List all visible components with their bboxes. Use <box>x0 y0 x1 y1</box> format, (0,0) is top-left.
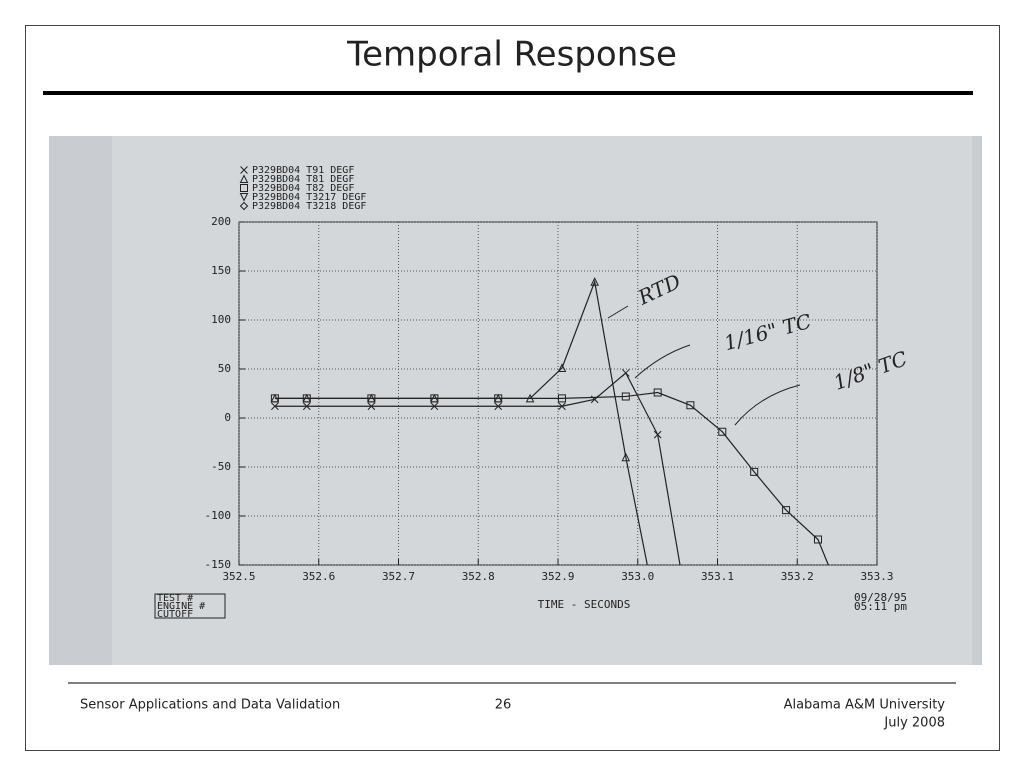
marker <box>653 388 662 397</box>
marker <box>367 394 376 403</box>
legend-label: P329BD04 T3218 DEGF <box>252 201 366 212</box>
marker <box>430 394 439 403</box>
series-line <box>274 391 829 566</box>
y-tick-label: -150 <box>205 558 232 571</box>
y-tick-label: 50 <box>218 362 231 375</box>
legend-label: P329BD04 T91 DEGF <box>252 165 354 176</box>
marker <box>686 401 695 410</box>
y-tick-label: 0 <box>224 411 231 424</box>
x-tick-label: 353.1 <box>701 570 734 583</box>
x-axis-label: TIME - SECONDS <box>538 598 631 611</box>
legend-label: P329BD04 T82 DEGF <box>252 183 354 194</box>
page-number: 26 <box>495 698 512 713</box>
marker <box>558 402 566 411</box>
footer-right: July 2008 <box>883 716 945 731</box>
title-rule <box>43 91 973 95</box>
marker <box>302 394 311 403</box>
marker <box>750 467 759 476</box>
legend-marker <box>240 166 248 174</box>
x-tick-label: 352.5 <box>222 570 255 583</box>
x-tick-label: 352.8 <box>462 570 495 583</box>
time: 05:11 pm <box>854 600 907 613</box>
paper <box>112 136 972 665</box>
y-tick-label: 150 <box>211 264 231 277</box>
footer-right: Alabama A&M University <box>784 698 946 713</box>
marker <box>271 402 279 411</box>
x-tick-label: 353.3 <box>860 570 893 583</box>
series-line <box>274 371 681 566</box>
marker <box>557 394 566 403</box>
x-tick-label: 353.2 <box>781 570 814 583</box>
marker <box>590 277 599 286</box>
y-tick-label: 200 <box>211 215 231 228</box>
x-tick-label: 352.9 <box>541 570 574 583</box>
annotation-stroke <box>634 344 691 379</box>
marker <box>782 506 791 515</box>
marker <box>430 402 439 411</box>
marker <box>367 402 376 411</box>
y-tick-label: 100 <box>211 313 231 326</box>
y-tick-label: -50 <box>211 460 231 473</box>
stamp: CUTOFF <box>157 609 193 620</box>
annotation-stroke <box>607 305 629 319</box>
marker <box>813 535 822 544</box>
x-tick-label: 352.6 <box>302 570 335 583</box>
x-tick-label: 353.0 <box>621 570 654 583</box>
x-tick-label: 352.7 <box>382 570 415 583</box>
marker <box>718 427 727 436</box>
marker <box>494 402 503 411</box>
stamp: ENGINE # <box>157 601 205 612</box>
marker <box>621 369 630 377</box>
legend-marker <box>239 201 249 211</box>
legend-marker <box>239 174 249 183</box>
date: 09/28/95 <box>854 591 907 604</box>
legend-label: P329BD04 T81 DEGF <box>252 174 354 185</box>
slide-title: Temporal Response <box>346 35 677 75</box>
footer-left: Sensor Applications and Data Validation <box>80 698 340 713</box>
marker <box>494 394 503 403</box>
marker <box>270 394 279 403</box>
stamp: TEST # <box>157 593 193 604</box>
legend-label: P329BD04 T3217 DEGF <box>252 192 366 203</box>
stamp-box <box>154 593 226 619</box>
marker <box>653 430 662 439</box>
marker <box>302 402 311 411</box>
marker <box>557 363 567 373</box>
legend-marker <box>239 193 249 202</box>
legend-marker <box>240 184 248 192</box>
marker <box>621 452 631 462</box>
marker <box>621 392 630 401</box>
annotation-stroke <box>734 384 801 426</box>
y-tick-label: -100 <box>205 509 232 522</box>
